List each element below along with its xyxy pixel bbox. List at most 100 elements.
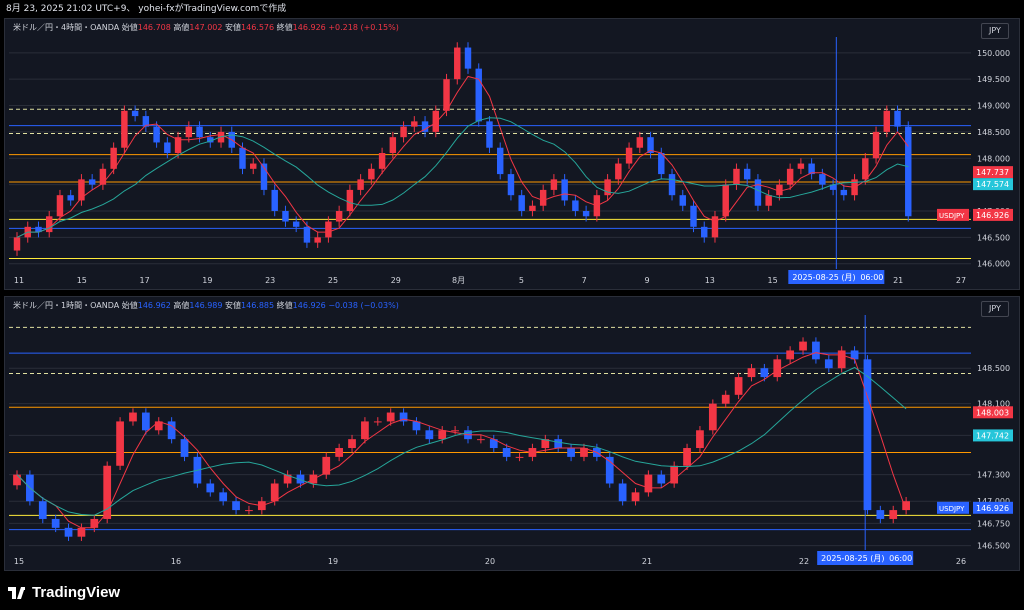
candle-body [412,421,421,431]
candle-body [808,163,815,175]
candle-body [13,474,21,486]
symbol-tag [937,501,969,514]
candle-body [541,439,550,449]
y-tick-label: 150.000 [977,49,1010,58]
candle-body [507,174,515,196]
candle-body [64,527,73,537]
candle-body [773,359,782,378]
candle-body [45,216,53,233]
x-tick-label: 9 [644,276,649,285]
candle-body [464,47,472,69]
candle-body [862,158,869,180]
candle-body [721,394,730,404]
candle-body [348,439,356,449]
x-tick-label: 23 [265,276,275,285]
candle-body [668,174,676,196]
cursor-date-tag: 2025-08-25 (月) 06:00 [817,551,914,565]
candle-body [386,412,395,422]
candle-body [99,168,107,185]
y-tick-label: 147.000 [977,497,1010,506]
candle-body [615,163,622,180]
candle-body [486,121,493,148]
candle-body [346,189,354,211]
cursor-date-tag: 2025-08-25 (月) 06:00 [788,270,885,284]
candle-body [734,377,743,395]
candle-body [103,465,112,519]
price-tag [973,429,1013,442]
candle-body [282,211,289,222]
candle-body [872,131,880,159]
candle-body [604,179,611,196]
x-tick-label: 17 [140,276,150,285]
candle-body [180,439,189,457]
chart-panel-4h[interactable]: 150.000 149.500 149.000 148.500 148.000 147.5… [4,18,1020,290]
moving-average-line [16,366,907,516]
chart-canvas-4h[interactable]: 150.000 149.500 149.000 148.500 148.000 147.5… [5,19,1019,289]
x-tick-label: 8月 [452,276,465,285]
y-tick-label: 148.000 [977,154,1010,163]
chart-title-1h: 米ドル／円・1時間・OANDA 始値146.962 高値146.989 安値14… [13,300,399,311]
candle-body [799,341,807,351]
symbol-tag-label: USDJPY [939,212,965,220]
candle-body [554,439,563,449]
cursor-time: 06:00 [860,273,883,282]
price-tag-label: 147.742 [976,431,1009,440]
price-tag-label: 147.574 [976,180,1009,189]
candle-body [38,501,47,519]
x-tick-label: 21 [642,557,652,566]
candle-body [894,110,901,127]
candle-body [239,147,246,169]
candle-body [905,126,912,217]
candle-body [56,195,64,217]
ohlc-close: 146.926 [292,301,326,310]
cursor-date: 2025-08-25 (月) [792,273,855,282]
y-tick-label: 148.500 [977,128,1010,137]
candle-body [837,350,846,369]
chart-panel-1h[interactable]: 148.500 148.100 147.300 147.000 146.750 146.5… [4,296,1020,571]
candle-body [625,147,633,164]
ohlc-close-label: 終値 [276,301,293,310]
candle-body [743,168,751,180]
candle-body [561,179,568,201]
ohlc-high: 147.002 [189,23,223,32]
x-tick-label: 22 [799,557,809,566]
tradingview-logo: TradingView [8,582,120,604]
tradingview-logo-icon [8,587,25,600]
ohlc-low-label: 安値 [225,301,242,310]
ohlc-low: 146.885 [241,301,275,310]
candle-body [711,216,719,238]
candle-body [121,110,128,148]
currency-button[interactable]: JPY [981,301,1009,317]
y-tick-label: 146.750 [977,519,1010,528]
change-label: +0.218 (+0.15%) [328,23,399,32]
candle-body [78,179,85,201]
y-tick-label: 148.100 [977,400,1010,409]
ohlc-open: 146.708 [137,23,171,32]
candle-body [88,179,96,185]
candle-body [776,184,783,196]
candle-body [167,421,176,440]
candle-body [110,147,117,169]
candle-body [411,121,418,127]
x-tick-label: 26 [956,557,966,566]
candle-body [477,439,485,441]
symbol-tag-label: USDJPY [939,505,965,513]
chart-canvas-1h[interactable]: 148.500 148.100 147.300 147.000 146.750 146.5… [5,297,1019,570]
y-tick-label: 147.300 [977,471,1010,480]
currency-button[interactable]: JPY [981,23,1009,39]
candle-body [572,200,579,211]
ohlc-close-label: 終値 [276,23,293,32]
candle-body [232,501,240,511]
candle-body [361,421,369,440]
cursor-date-box [817,551,914,565]
candle-body [129,412,137,422]
candle-body [883,110,891,132]
candle-body [580,448,588,457]
candle-body [657,474,666,484]
y-tick-label: 146.000 [977,260,1010,269]
cursor-time: 06:00 [889,554,912,563]
x-tick-label: 11 [14,276,24,285]
symbol-tag [937,208,969,221]
candle-body [90,518,99,528]
candle-body [636,137,644,148]
